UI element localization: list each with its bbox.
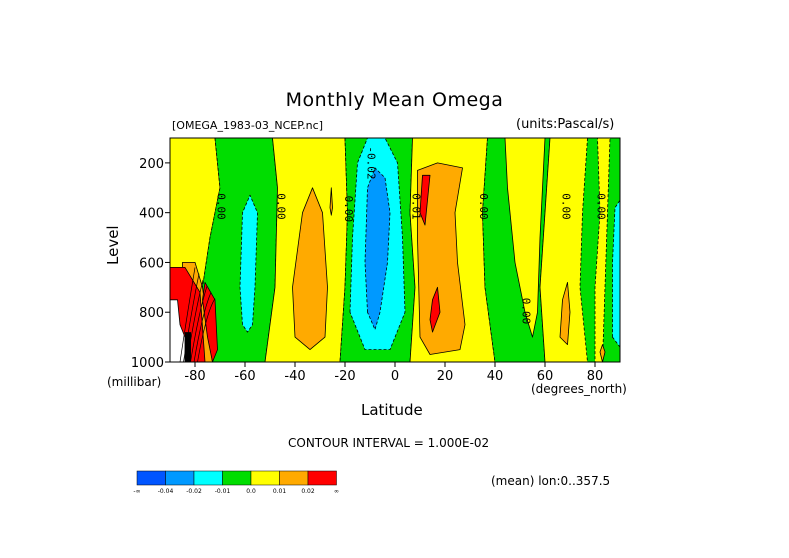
contour-region-15 <box>539 138 620 362</box>
polar-contour-line <box>193 292 212 362</box>
contour-label: 0.00 <box>560 193 573 220</box>
colorbar-swatch <box>307 470 337 486</box>
contour-region-10 <box>417 162 466 355</box>
contour-region-2 <box>239 194 258 333</box>
x-tick-label: -80 <box>184 369 205 384</box>
y-tick-label: 200 <box>139 157 164 172</box>
contour-interval: CONTOUR INTERVAL = 1.000E-02 <box>288 436 490 450</box>
x-tick-label: 40 <box>487 369 504 384</box>
x-tick-label: 0 <box>391 369 399 384</box>
colorbar-label: 0.02 <box>301 488 315 495</box>
contour-label: 0.00 <box>215 193 228 220</box>
contour-region-20 <box>599 344 606 362</box>
contour-region-11 <box>419 174 431 226</box>
colorbar-label: -0.04 <box>158 488 174 495</box>
x-axis-unit: (degrees_north) <box>531 382 627 396</box>
contour-label: -0.02 <box>365 146 378 179</box>
y-tick-label: 400 <box>139 207 164 222</box>
colorbar-swatch <box>193 470 223 486</box>
contour-label: 0.00 <box>520 298 533 325</box>
dataset-label: [OMEGA_1983-03_NCEP.nc] <box>172 119 323 132</box>
polar-contour-line <box>179 267 196 362</box>
y-tick-label: 600 <box>139 256 164 271</box>
contour-fill: 0.00 0.00 0.00 -0.02 0.01 0.00 0.00 0.00 0.00 <box>170 138 620 362</box>
x-tick-label: -20 <box>334 369 355 384</box>
missing-data-strip <box>185 332 191 362</box>
colorbar-swatch <box>222 470 252 486</box>
contour-region-1 <box>202 138 278 362</box>
colorbar-label: -0.01 <box>215 488 231 495</box>
contour-label: 0.00 <box>595 193 608 220</box>
contour-region-8 <box>364 167 391 331</box>
axes: -80 -60 -40 -20 0 20 40 60 80 200 400 600 800 1000 <box>131 137 621 384</box>
chart-title: Monthly Mean Omega <box>285 89 504 111</box>
colorbar-label: -∞ <box>133 488 140 495</box>
plot-area: 0.00 0.00 0.00 -0.02 0.01 0.00 0.00 0.00 0.00 <box>170 138 620 362</box>
contour-label: 0.01 <box>410 193 423 220</box>
units-label: (units:Pascal/s) <box>516 117 615 132</box>
x-tick-label: -40 <box>284 369 305 384</box>
colorbar: -∞ -0.04 -0.02 -0.01 0.0 0.01 0.02 ∞ <box>133 470 339 495</box>
x-tick-label: 20 <box>437 369 454 384</box>
x-tick-label: 60 <box>537 369 554 384</box>
contour-region-12 <box>429 286 441 333</box>
contour-region-14 <box>504 138 546 338</box>
x-tick-label: 80 <box>587 369 604 384</box>
x-axis-title: Latitude <box>361 401 423 419</box>
contour-region-4 <box>292 187 328 351</box>
contour-region-17 <box>579 138 601 362</box>
colorbar-swatch <box>250 470 280 486</box>
colorbar-swatch <box>136 470 166 486</box>
colorbar-label: ∞ <box>334 488 339 495</box>
mean-note: (mean) lon:0..357.5 <box>491 474 611 488</box>
colorbar-swatch <box>165 470 195 486</box>
contour-region-23 <box>202 281 218 362</box>
polar-contour-line <box>197 298 216 362</box>
colorbar-label: 0.0 <box>246 488 256 495</box>
contour-region-16 <box>559 281 571 346</box>
x-tick-label: -60 <box>234 369 255 384</box>
contour-label: 0.00 <box>477 193 490 220</box>
colorbar-label: 0.01 <box>273 488 287 495</box>
y-tick-label: 1000 <box>131 356 164 371</box>
contour-region-5 <box>329 187 333 216</box>
y-axis-unit: (millibar) <box>107 375 162 389</box>
colorbar-swatch <box>279 470 309 486</box>
colorbar-label: -0.02 <box>186 488 202 495</box>
contour-label: 0.00 <box>342 196 355 223</box>
polar-contour-line <box>190 285 208 362</box>
contour-label: 0.00 <box>275 193 288 220</box>
contour-region-19 <box>612 199 620 348</box>
y-tick-label: 800 <box>139 306 164 321</box>
